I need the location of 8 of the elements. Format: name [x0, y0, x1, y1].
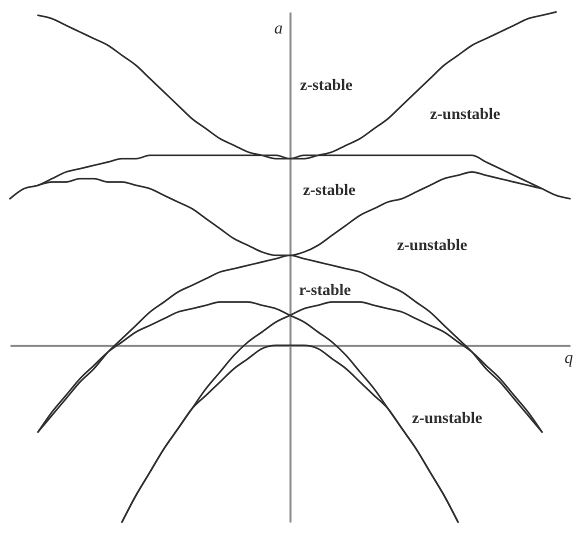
annotation: r-stable: [299, 282, 351, 299]
annotation: z-unstable: [397, 237, 468, 254]
annotation: z-stable: [300, 77, 352, 94]
annotation: z-unstable: [412, 410, 482, 427]
annotation: z-stable: [303, 182, 356, 199]
y-axis-title: a: [274, 18, 283, 38]
x-axis-title: q: [564, 348, 574, 367]
annotation: z-unstable: [430, 106, 500, 123]
